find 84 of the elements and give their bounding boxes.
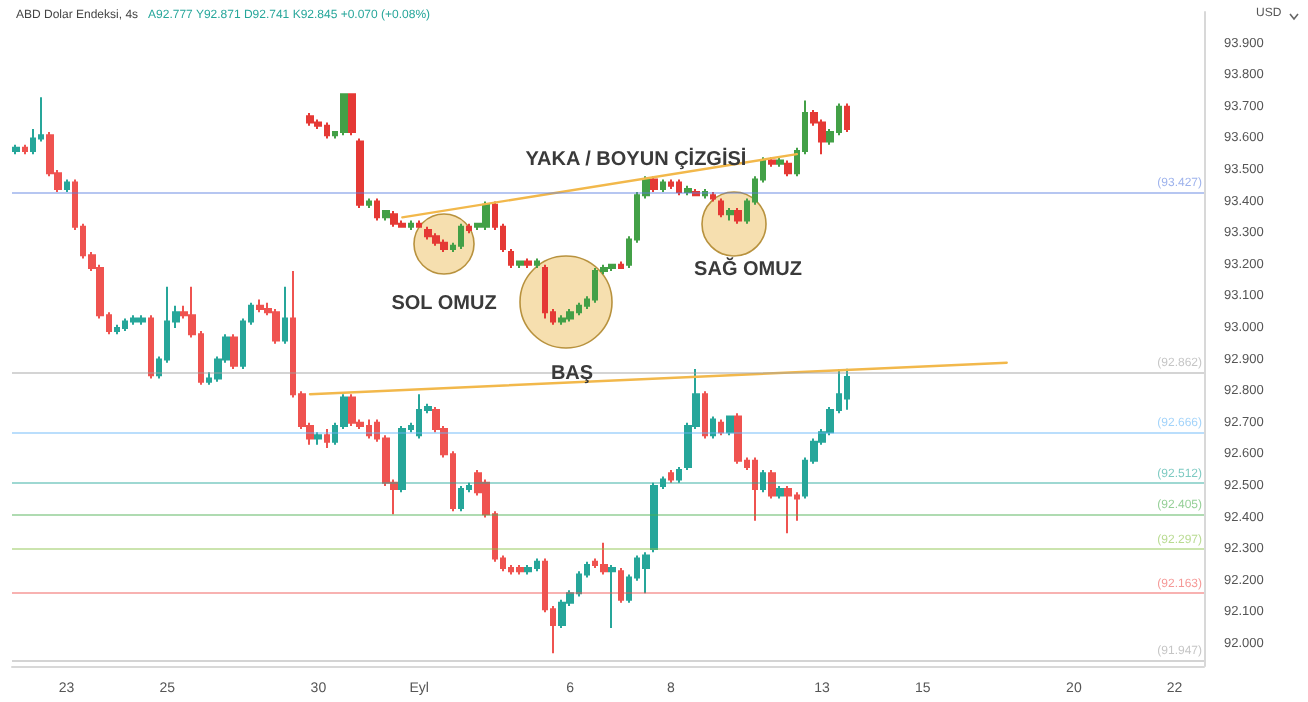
candlestick [676, 178, 682, 197]
candlestick [558, 314, 566, 326]
candlestick [608, 563, 616, 630]
candlestick [374, 197, 380, 222]
candlestick [718, 418, 724, 437]
candlestick [818, 118, 826, 156]
candlestick [726, 415, 734, 437]
candlestick [726, 206, 734, 222]
annotation: YAKA / BOYUN ÇİZGİSİ [525, 149, 747, 171]
candlestick [524, 563, 532, 576]
candlestick [130, 314, 138, 326]
candlestick [668, 469, 674, 484]
candlestick [524, 257, 532, 269]
candlestick [148, 314, 154, 380]
candlestick [398, 424, 406, 494]
candlestick [534, 257, 540, 269]
candlestick [618, 260, 624, 269]
candlestick [138, 314, 146, 326]
candlestick [710, 415, 716, 440]
candlestick [272, 307, 280, 345]
candlestick [282, 285, 288, 345]
candlestick [608, 263, 616, 273]
candlestick [784, 159, 792, 178]
candlestick [768, 469, 776, 500]
candlestick [542, 263, 548, 320]
candlestick [768, 156, 776, 168]
candlestick [642, 551, 650, 595]
candlestick [230, 333, 238, 371]
candlestick [440, 238, 448, 254]
candlestick [356, 137, 364, 209]
candlestick [314, 118, 322, 130]
candlestick [416, 219, 422, 228]
candlestick [734, 206, 742, 225]
candlestick [64, 178, 70, 194]
candlestick [760, 469, 766, 494]
candlestick [702, 187, 708, 200]
candlestick [776, 484, 784, 500]
candlestick [618, 567, 624, 604]
candlestick [466, 222, 472, 235]
candlestick [660, 178, 666, 194]
candlestick [508, 247, 514, 269]
candlestick [314, 431, 322, 446]
candlestick [784, 484, 792, 535]
candlestick [692, 187, 700, 197]
candlestick [710, 191, 716, 203]
annotation: SOL OMUZ [391, 293, 497, 315]
candlestick [458, 484, 464, 513]
candlestick [306, 112, 314, 127]
candlestick [844, 367, 850, 411]
candlestick [348, 93, 356, 137]
candlestick [424, 225, 432, 241]
candlestick [734, 412, 742, 465]
candlestick [382, 210, 390, 222]
candlestick [776, 156, 784, 168]
candlestick [408, 219, 414, 231]
candlestick [516, 260, 524, 269]
candlestick [348, 393, 356, 427]
annotation: BAŞ [550, 363, 594, 385]
candlestick [676, 465, 682, 484]
candlestick [114, 323, 120, 336]
candlestick [390, 210, 398, 228]
annotation: SAĞ OMUZ [694, 259, 802, 281]
candlestick [366, 197, 372, 209]
candlestick [650, 481, 658, 554]
candlestick [702, 390, 708, 440]
candlestick [12, 143, 20, 156]
candlestick [458, 222, 464, 250]
candlestick [650, 175, 658, 194]
candlestick [340, 93, 348, 137]
candlestick [718, 197, 724, 219]
candlestick [432, 232, 440, 247]
candlestick [668, 178, 674, 190]
candlestick [684, 184, 692, 197]
candlestick [256, 298, 264, 314]
candlestick [398, 219, 406, 228]
candlestick [752, 456, 758, 522]
candlestick [516, 563, 524, 576]
candlestick [482, 200, 490, 231]
candlestick [558, 598, 566, 630]
candlestick [844, 102, 850, 134]
candlestick [22, 143, 28, 156]
candlestick [324, 428, 330, 449]
candlestick [566, 307, 574, 323]
candlestick [600, 541, 608, 576]
